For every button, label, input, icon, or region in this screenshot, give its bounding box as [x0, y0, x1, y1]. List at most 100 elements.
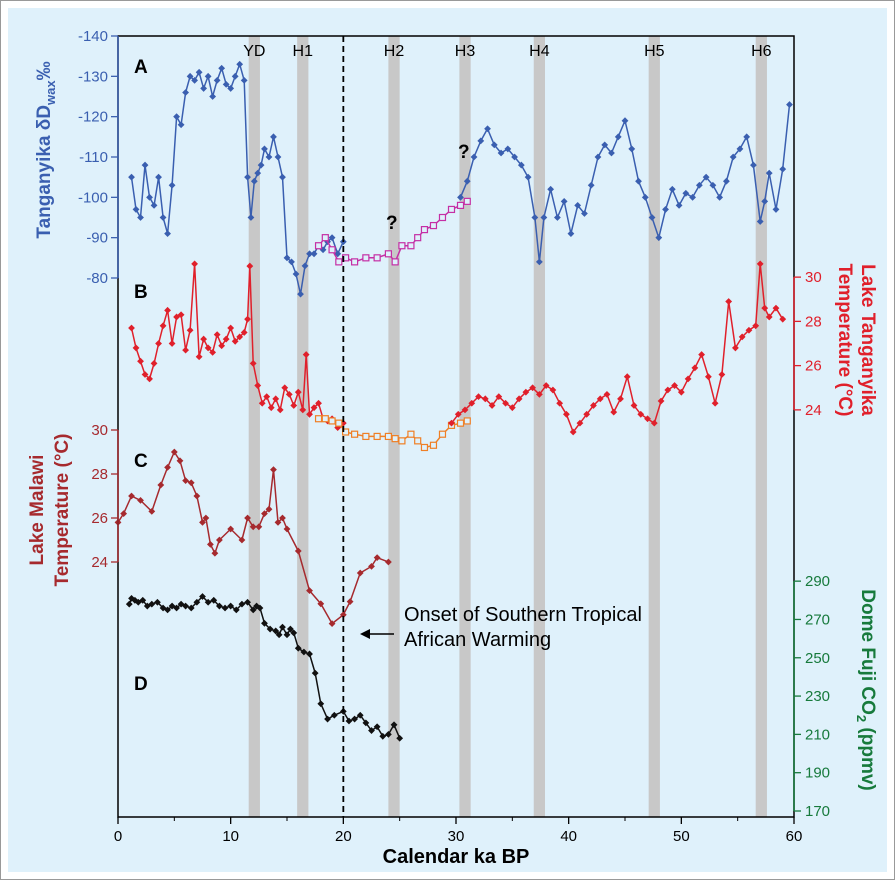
data-point-a-1-0: [314, 242, 323, 250]
data-point-b-5-33: [671, 382, 678, 389]
data-point-a-0-32: [265, 153, 273, 161]
data-point-a-2-9: [517, 161, 525, 169]
data-series: [114, 60, 793, 742]
data-point-b-4-7: [373, 432, 381, 441]
data-point-d-7-33: [283, 631, 291, 639]
data-point-b-5-9: [508, 404, 516, 412]
data-point-d-7-47: [362, 719, 370, 727]
data-point-b-3-29: [254, 382, 262, 389]
data-point-b-3-41: [306, 410, 313, 418]
data-point-c-6-23: [265, 505, 273, 513]
data-point-c-6-7: [170, 448, 178, 456]
axis-d-tick-label-170: 170: [805, 803, 830, 820]
data-point-a-2-44: [750, 161, 757, 169]
data-point-d-7-39: [311, 669, 319, 677]
data-point-b-3-2: [137, 357, 144, 365]
data-point-b-3-37: [290, 402, 298, 409]
data-point-d-7-19: [216, 602, 223, 610]
data-point-b-3-12: [182, 346, 189, 354]
data-point-a-0-12: [182, 89, 189, 96]
data-point-c-6-21: [255, 523, 263, 531]
data-point-a-1-7: [373, 254, 381, 262]
data-point-c-6-24: [270, 466, 277, 473]
data-point-b-5-19: [576, 419, 584, 427]
data-point-d-7-28: [261, 619, 268, 627]
data-point-a-0-37: [288, 258, 295, 266]
data-point-b-5-15: [549, 386, 557, 394]
data-point-a-0-24: [236, 60, 244, 68]
data-point-c-6-22: [261, 510, 268, 517]
band-h3: [459, 36, 471, 817]
data-point-b-5-43: [738, 333, 746, 341]
data-point-a-2-14: [547, 185, 555, 193]
data-point-a-2-43: [743, 133, 751, 141]
data-point-b-5-46: [756, 260, 764, 268]
data-point-a-2-15: [554, 214, 561, 221]
data-point-b-3-8: [164, 306, 171, 314]
data-point-a-0-0: [128, 173, 135, 181]
axis-title-a: Tanganyika δDwax‰: [34, 61, 58, 238]
data-point-a-1-1: [321, 234, 329, 242]
data-point-a-2-36: [695, 181, 703, 189]
data-point-c-6-3: [137, 497, 144, 504]
data-point-b-3-9: [168, 340, 176, 347]
data-point-b-5-14: [542, 382, 550, 389]
data-point-a-0-11: [177, 121, 185, 129]
band-yd: [248, 36, 260, 817]
data-point-b-4-18: [463, 417, 471, 425]
data-point-b-4-10: [398, 437, 406, 445]
data-point-d-7-51: [385, 730, 392, 738]
data-point-b-4-6: [362, 432, 370, 441]
data-point-d-7-53: [396, 734, 404, 742]
data-point-b-5-11: [522, 388, 530, 396]
data-point-b-3-42: [310, 404, 318, 412]
data-point-b-5-47: [761, 304, 769, 312]
data-point-d-7-50: [379, 732, 387, 740]
data-point-b-5-6: [488, 402, 496, 409]
data-point-b-3-1: [132, 344, 140, 352]
data-point-d-7-49: [373, 723, 381, 731]
data-point-a-2-2: [470, 153, 478, 161]
data-point-c-6-30: [317, 600, 325, 608]
data-point-b-5-30: [650, 419, 658, 427]
data-point-b-3-7: [159, 322, 167, 330]
data-point-c-6-9: [182, 477, 189, 484]
data-point-b-4-9: [391, 435, 399, 443]
data-point-a-0-7: [159, 214, 167, 221]
data-point-b-3-27: [246, 262, 254, 270]
data-point-b-5-24: [610, 408, 618, 416]
x-tick-label-30: 30: [448, 828, 465, 845]
data-point-a-0-30: [257, 161, 265, 169]
data-point-c-6-2: [128, 492, 135, 500]
data-point-d-7-30: [272, 627, 280, 635]
data-point-b-3-34: [276, 406, 284, 414]
data-point-a-1-6: [362, 254, 370, 262]
data-point-b-5-41: [725, 298, 733, 305]
data-point-c-6-32: [339, 611, 347, 619]
data-point-a-0-16: [200, 85, 208, 92]
data-point-a-0-6: [155, 173, 162, 181]
data-point-b-4-17: [456, 419, 465, 427]
band-label-h5: H5: [644, 43, 665, 60]
data-point-a-0-35: [279, 173, 286, 181]
axis-d-tick-label-230: 230: [805, 688, 830, 705]
data-point-b-4-12: [414, 437, 422, 445]
x-tick-label-60: 60: [786, 828, 803, 845]
data-point-a-0-9: [168, 181, 176, 189]
data-point-b-3-23: [231, 337, 239, 345]
data-point-a-0-22: [227, 85, 235, 92]
data-point-c-6-12: [199, 519, 206, 526]
data-point-c-6-17: [227, 525, 235, 533]
band-h2: [388, 36, 400, 817]
data-point-a-2-42: [736, 145, 744, 153]
data-point-a-1-2: [328, 246, 336, 254]
data-point-b-4-11: [407, 430, 415, 438]
band-label-h6: H6: [751, 43, 772, 60]
data-point-d-7-13: [182, 602, 189, 610]
axis-a-tick-label--130: -130: [78, 68, 108, 85]
data-point-a-0-31: [261, 145, 268, 153]
axis-b-tick-label-28: 28: [805, 313, 822, 330]
data-point-b-3-15: [195, 353, 203, 361]
data-point-a-0-20: [218, 64, 226, 72]
data-point-d-7-24: [244, 598, 251, 606]
